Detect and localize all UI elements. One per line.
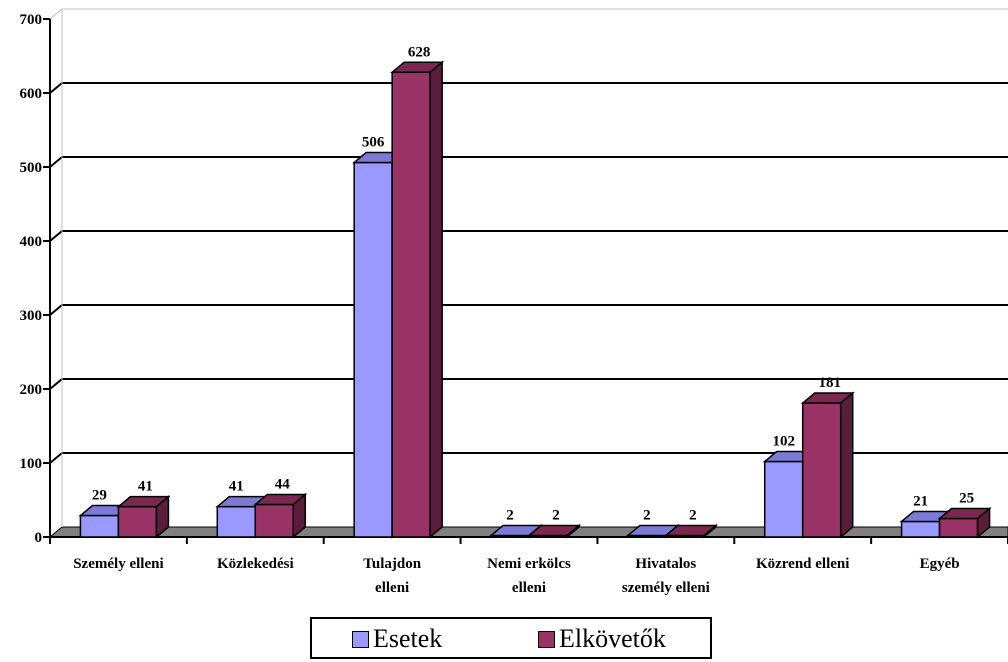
legend-swatch-elkovetok <box>538 630 555 648</box>
x-tick-label-hivatalos-szemely-elleni-line-1: Hivatalos <box>635 556 696 572</box>
x-tick-label-kozrend-elleni: Közrend elleni <box>756 556 849 572</box>
bar-esetek-kozlekedesi-front <box>216 505 257 538</box>
bar-elkovetok-tulajdon-elleni <box>390 60 445 539</box>
y-tick-label-500: 500 <box>20 160 43 176</box>
y-tick-label-0: 0 <box>35 530 43 546</box>
bar-elkovetok-szemely-elleni-side <box>155 495 170 539</box>
axis-layer: 0 100 200 300 400 500 600 700 <box>20 9 1008 546</box>
bar-layer <box>78 60 992 539</box>
bar-elkovetok-tulajdon-elleni-side <box>429 60 443 539</box>
y-tick-label-700: 700 <box>20 12 43 28</box>
y-tick-label-400: 400 <box>20 234 43 250</box>
bar-esetek-kozrend-elleni-front <box>763 460 804 538</box>
gridline-diag-400 <box>49 230 63 242</box>
legend: Esetek Elkövetők <box>310 617 712 659</box>
gridline-diag-300 <box>49 304 63 316</box>
legend-label-elkovetok: Elkövetők <box>559 624 666 653</box>
bar-elkovetok-kozrend-elleni <box>800 391 855 539</box>
bar-elkovetok-egyeb <box>937 506 992 539</box>
y-tick-label-200: 200 <box>20 382 43 398</box>
bar-elkovetok-kozrend-elleni-side <box>839 391 854 539</box>
bar-elkovetok-egyeb-front <box>938 517 979 538</box>
gridline-diag-500 <box>49 156 63 168</box>
legend-item-elkovetok: Elkövetők <box>538 626 666 652</box>
bar-elkovetok-kozrend-elleni-front <box>801 402 842 538</box>
data-label-esetek-hivatalos-szemely-elleni: 2 <box>643 508 651 524</box>
grid-layer <box>49 8 1008 464</box>
data-label-esetek-egyeb: 21 <box>913 493 928 509</box>
y-tick-label-100: 100 <box>20 456 43 472</box>
bar-elkovetok-tulajdon-elleni-front <box>391 71 431 538</box>
data-label-elkovetok-tulajdon-elleni: 628 <box>408 44 431 60</box>
x-tick-label-tulajdon-elleni-line-1: Tulajdon <box>363 556 421 572</box>
x-tick-label-kozlekedesi: Közlekedési <box>217 556 294 572</box>
gridline-diag-700 <box>49 8 63 20</box>
x-tick-label-hivatalos-szemely-elleni-line-2: személy elleni <box>622 580 710 596</box>
bar-chart: 0 100 200 300 400 500 600 700 Személy elleni Köz… <box>20 8 1008 596</box>
bar-elkovetok-szemely-elleni-front <box>117 505 158 538</box>
x-tick-label-tulajdon-elleni-line-2: elleni <box>375 580 409 596</box>
bar-elkovetok-kozlekedesi-side <box>292 492 307 539</box>
x-tick-label-szemely-elleni: Személy elleni <box>73 556 163 572</box>
label-layer: Személy elleni Közlekedési Tulajdon elleni N… <box>73 44 974 596</box>
data-label-elkovetok-nemi-erkolcs-elleni: 2 <box>552 508 560 524</box>
bar-elkovetok-szemely-elleni <box>116 495 171 539</box>
gridline-diag-200 <box>49 378 63 390</box>
bar-elkovetok-hivatalos-szemely-elleni <box>663 523 718 539</box>
legend-item-esetek: Esetek <box>352 626 442 652</box>
bar-esetek-egyeb-front <box>900 520 941 538</box>
bar-elkovetok-kozlekedesi-front <box>254 503 295 538</box>
data-label-elkovetok-hivatalos-szemely-elleni: 2 <box>689 508 697 524</box>
bar-esetek-tulajdon-elleni-front <box>353 161 393 538</box>
data-label-elkovetok-kozlekedesi: 44 <box>275 476 291 492</box>
gridline-diag-600 <box>49 82 63 94</box>
x-tick-label-nemi-erkolcs-elleni-line-2: elleni <box>512 580 546 596</box>
legend-label-esetek: Esetek <box>373 624 443 653</box>
data-label-esetek-tulajdon-elleni: 506 <box>362 135 385 151</box>
bar-esetek-szemely-elleni-front <box>79 514 120 538</box>
data-label-esetek-kozrend-elleni: 102 <box>772 434 795 450</box>
x-tick-label-nemi-erkolcs-elleni-line-1: Nemi erkölcs <box>487 556 571 572</box>
bar-elkovetok-egyeb-side <box>976 506 991 539</box>
bar-elkovetok-nemi-erkolcs-elleni <box>526 523 582 539</box>
data-label-elkovetok-egyeb: 25 <box>959 491 974 507</box>
bar-elkovetok-hivatalos-szemely-elleni-side <box>703 523 717 539</box>
data-label-esetek-nemi-erkolcs-elleni: 2 <box>506 508 514 524</box>
gridline-diag-100 <box>49 452 63 464</box>
legend-swatch-esetek <box>352 630 369 648</box>
y-tick-label-300: 300 <box>20 308 43 324</box>
x-tick-label-egyeb: Egyéb <box>920 556 960 572</box>
data-label-esetek-szemely-elleni: 29 <box>92 488 107 504</box>
y-tick-label-600: 600 <box>20 86 43 102</box>
data-label-esetek-kozlekedesi: 41 <box>229 479 244 495</box>
bar-elkovetok-nemi-erkolcs-elleni-side <box>566 523 580 539</box>
data-label-elkovetok-kozrend-elleni: 181 <box>818 375 841 391</box>
data-label-elkovetok-szemely-elleni: 41 <box>138 479 153 495</box>
bar-elkovetok-kozlekedesi <box>253 492 308 539</box>
